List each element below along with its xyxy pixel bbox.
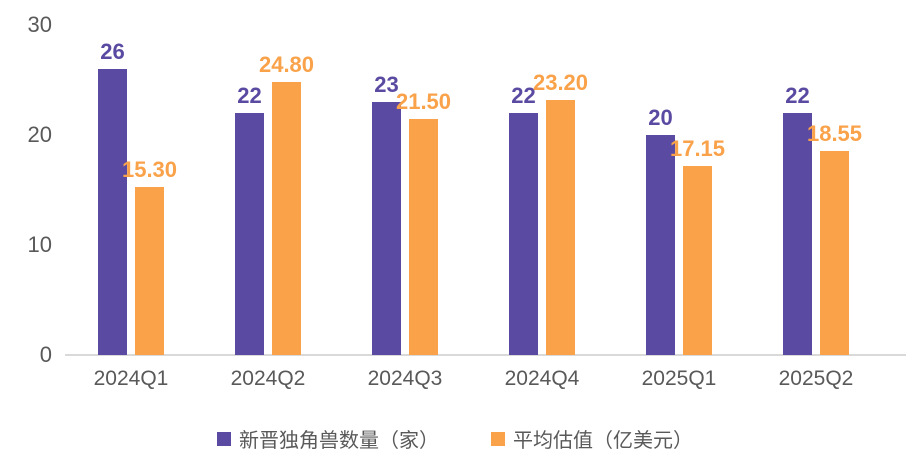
legend-item-average-valuation: 平均估值（亿美元） (491, 424, 693, 453)
bar-value-label: 18.55 (806, 120, 863, 146)
y-tick-label: 20 (27, 122, 52, 147)
x-tick-label: 2024Q4 (504, 367, 580, 390)
bar-value-label: 23.20 (532, 69, 589, 95)
bar-unicorn-count (783, 113, 812, 355)
legend: 新晋独角兽数量（家） 平均估值（亿美元） (0, 424, 910, 453)
legend-swatch-purple (217, 431, 231, 446)
x-tick-label: 2024Q3 (367, 367, 443, 390)
bar-value-label: 15.30 (121, 156, 178, 182)
bar-value-label: 22 (237, 83, 262, 108)
bar-value-label: 22 (785, 83, 810, 108)
bar-unicorn-count (646, 135, 675, 355)
bar-value-label: 23 (374, 72, 399, 97)
x-tick-label: 2024Q2 (230, 367, 306, 390)
legend-swatch-orange (491, 431, 505, 446)
legend-label: 新晋独角兽数量（家） (239, 430, 439, 452)
bar-average-valuation (135, 186, 164, 355)
bar-average-valuation (272, 82, 301, 355)
bar-unicorn-count (509, 113, 538, 355)
bar-value-label: 22 (511, 83, 536, 108)
bar-value-label: 24.80 (258, 52, 315, 78)
x-tick-label: 2025Q2 (778, 367, 854, 390)
x-tick-label: 2024Q1 (93, 367, 169, 390)
bar-unicorn-count (235, 113, 264, 355)
bar-value-label: 20 (648, 105, 673, 130)
bar-unicorn-count (98, 69, 127, 355)
bar-value-label: 26 (100, 39, 125, 64)
bar-value-label: 21.50 (395, 88, 452, 114)
y-tick-label: 10 (27, 232, 52, 257)
bar-unicorn-count (372, 102, 401, 355)
legend-item-unicorn-count: 新晋独角兽数量（家） (217, 424, 439, 453)
bar-average-valuation (546, 99, 575, 355)
legend-label: 平均估值（亿美元） (513, 430, 693, 452)
bar-average-valuation (409, 118, 438, 355)
y-tick-label: 30 (27, 12, 52, 37)
x-axis-line (65, 354, 906, 356)
y-tick-label: 0 (39, 342, 52, 367)
bar-average-valuation (683, 166, 712, 355)
bar-value-label: 17.15 (669, 136, 726, 162)
bar-average-valuation (820, 150, 849, 355)
x-tick-label: 2025Q1 (641, 367, 717, 390)
